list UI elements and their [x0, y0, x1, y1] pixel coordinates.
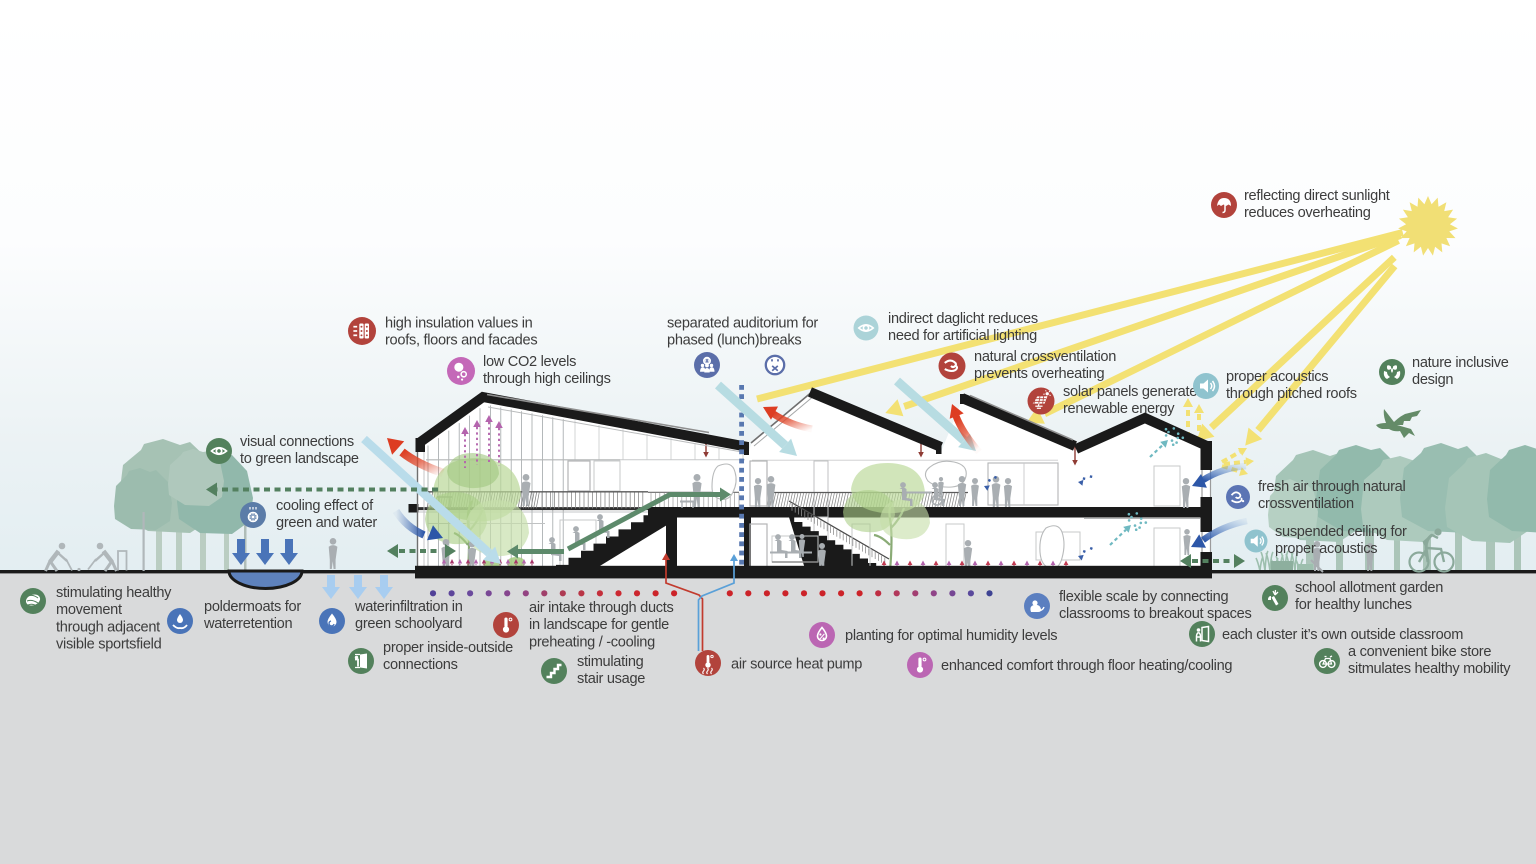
svg-text:design: design [1412, 372, 1453, 388]
svg-text:suspended ceiling for: suspended ceiling for [1275, 524, 1407, 540]
svg-text:prevents overheating: prevents overheating [974, 366, 1104, 382]
svg-text:separated auditorium for: separated auditorium for [667, 316, 818, 332]
svg-text:air intake through ducts: air intake through ducts [529, 600, 674, 616]
svg-text:preheating / -cooling: preheating / -cooling [529, 634, 655, 650]
svg-text:poldermoats for: poldermoats for [204, 599, 301, 615]
svg-text:for healthy lunches: for healthy lunches [1295, 597, 1412, 613]
svg-text:high insulation values in: high insulation values in [385, 316, 533, 332]
svg-text:through adjacent: through adjacent [56, 619, 160, 635]
svg-text:crossventilation: crossventilation [1258, 496, 1354, 512]
svg-text:low CO2 levels: low CO2 levels [483, 354, 576, 370]
svg-text:reduces overheating: reduces overheating [1244, 205, 1371, 221]
svg-text:proper inside-outside: proper inside-outside [383, 640, 513, 656]
svg-text:phased (lunch)breaks: phased (lunch)breaks [667, 333, 801, 349]
svg-text:proper acoustics: proper acoustics [1226, 369, 1328, 385]
svg-text:sitmulates healthy mobility: sitmulates healthy mobility [1348, 661, 1511, 677]
svg-text:each cluster it’s own outside: each cluster it’s own outside classroom [1222, 627, 1463, 643]
svg-text:fresh air through natural: fresh air through natural [1258, 479, 1406, 495]
svg-text:stimulating: stimulating [577, 654, 644, 670]
svg-text:a convenient bike store: a convenient bike store [1348, 644, 1491, 660]
svg-text:roofs, floors and facades: roofs, floors and facades [385, 333, 537, 349]
svg-text:renewable energy: renewable energy [1063, 401, 1175, 417]
svg-text:reflecting direct sunlight: reflecting direct sunlight [1244, 188, 1390, 204]
svg-text:in landscape for gentle: in landscape for gentle [529, 617, 669, 633]
svg-text:indirect daglicht reduces: indirect daglicht reduces [888, 311, 1038, 327]
svg-text:school allotment garden: school allotment garden [1295, 580, 1443, 596]
svg-text:through pitched roofs: through pitched roofs [1226, 386, 1357, 402]
svg-text:through high ceilings: through high ceilings [483, 371, 611, 387]
svg-text:visual connections: visual connections [240, 434, 354, 450]
svg-text:green and water: green and water [276, 515, 377, 531]
svg-text:waterretention: waterretention [203, 616, 292, 632]
svg-text:stair usage: stair usage [577, 671, 645, 687]
svg-text:enhanced comfort through floor: enhanced comfort through floor heating/c… [941, 658, 1232, 674]
svg-text:air source heat pump: air source heat pump [731, 657, 862, 673]
svg-text:need for artificial lighting: need for artificial lighting [888, 328, 1037, 344]
svg-text:classrooms to breakout spaces: classrooms to breakout spaces [1059, 606, 1251, 622]
svg-text:stimulating healthy: stimulating healthy [56, 585, 172, 601]
svg-text:natural crossventilation: natural crossventilation [974, 349, 1116, 365]
svg-text:cooling effect of: cooling effect of [276, 498, 374, 514]
svg-text:to green landscape: to green landscape [240, 451, 359, 467]
svg-text:green schoolyard: green schoolyard [355, 616, 462, 632]
svg-text:planting for optimal humidity: planting for optimal humidity levels [845, 628, 1057, 644]
svg-text:solar panels generate: solar panels generate [1063, 384, 1197, 400]
svg-text:visible sportsfield: visible sportsfield [56, 637, 162, 653]
svg-text:proper acoustics: proper acoustics [1275, 541, 1377, 557]
svg-text:waterinfiltration in: waterinfiltration in [354, 599, 463, 615]
svg-text:flexible scale by connecting: flexible scale by connecting [1059, 589, 1228, 605]
svg-text:nature inclusive: nature inclusive [1412, 355, 1509, 371]
svg-text:movement: movement [56, 602, 122, 618]
svg-text:connections: connections [383, 657, 458, 673]
